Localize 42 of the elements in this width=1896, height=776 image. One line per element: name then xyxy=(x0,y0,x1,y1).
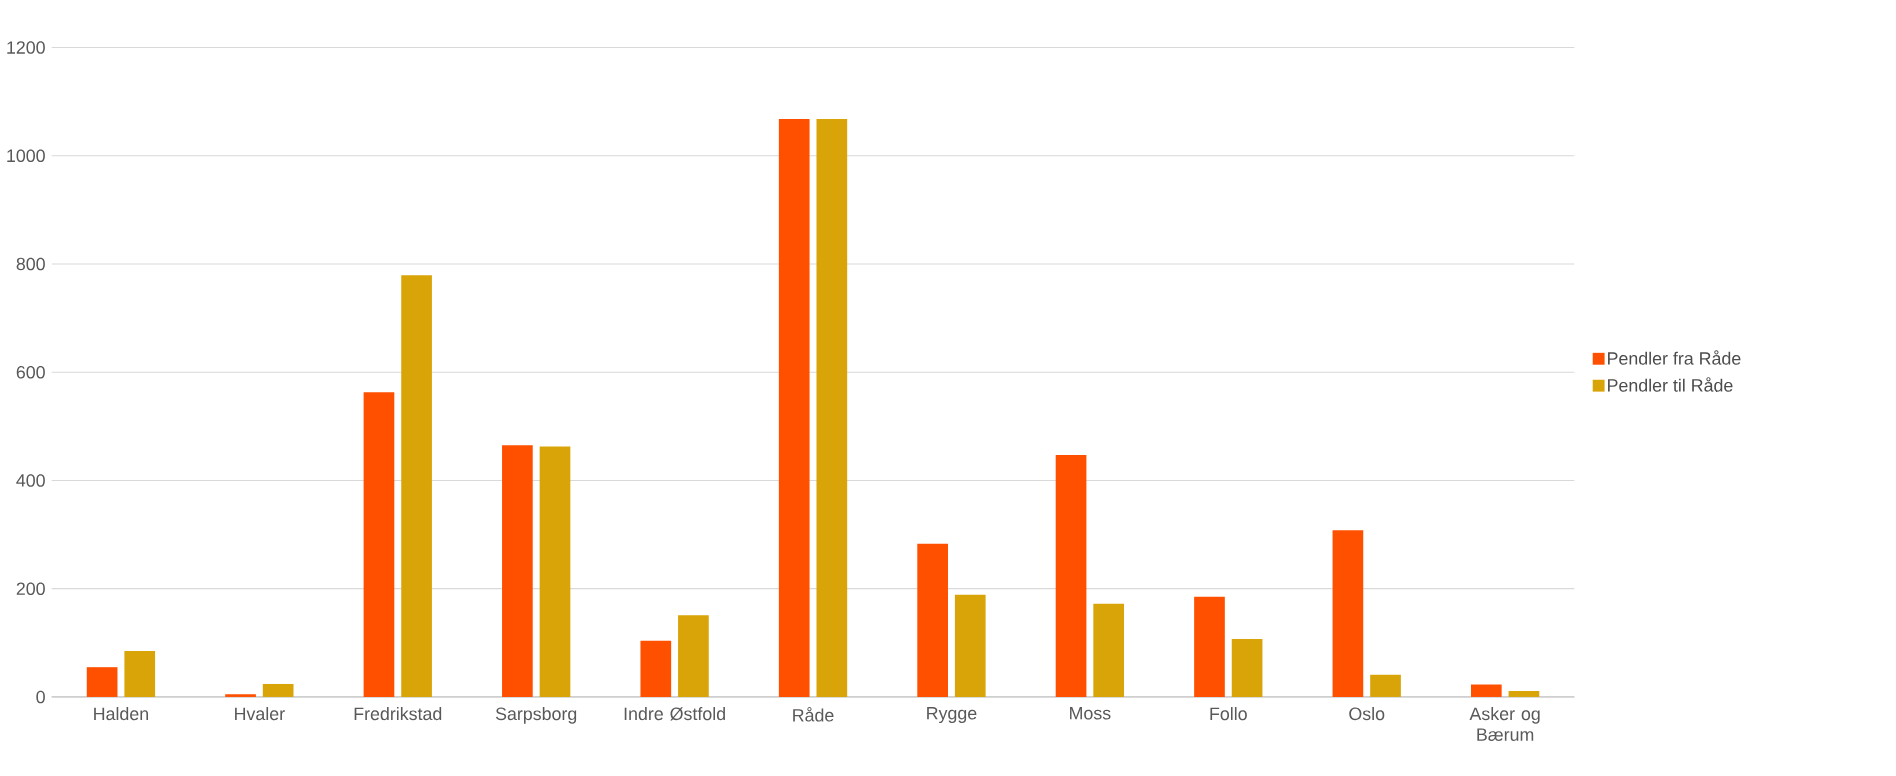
y-tick-label: 800 xyxy=(16,257,45,271)
x-tick-label: Follo xyxy=(1210,706,1247,721)
bar xyxy=(401,275,432,697)
bar xyxy=(917,543,948,697)
x-tick-label: Moss xyxy=(1070,706,1111,720)
bar xyxy=(1470,684,1502,697)
bar xyxy=(778,118,810,697)
bar xyxy=(1508,690,1540,697)
y-tick-label: 1200 xyxy=(7,41,45,54)
x-tick-label: Indre Østfold xyxy=(624,706,725,721)
bar xyxy=(262,683,294,697)
bar xyxy=(86,667,118,697)
x-tick-label: Rygge xyxy=(927,706,977,723)
y-tick-label: 0 xyxy=(36,690,45,704)
x-tick-label: Fredrikstad xyxy=(354,706,442,721)
bar xyxy=(954,594,986,697)
x-tick-label: Asker og Bærum xyxy=(1469,706,1540,741)
x-tick-label: Halden xyxy=(94,706,148,721)
legend-label: Pendler fra Råde xyxy=(1608,350,1741,365)
x-tick-label: Oslo xyxy=(1349,706,1385,721)
x-tick-label: Hvaler xyxy=(235,706,285,721)
bar xyxy=(1055,454,1087,697)
bar xyxy=(678,615,709,697)
bar xyxy=(225,694,256,697)
bar xyxy=(816,118,848,697)
y-tick-label: 600 xyxy=(16,365,45,379)
bar xyxy=(1231,638,1263,697)
bar xyxy=(363,392,395,697)
legend-label: Pendler til Råde xyxy=(1608,377,1733,392)
bar xyxy=(502,445,533,697)
bar xyxy=(1093,603,1125,697)
x-tick-label: Råde xyxy=(793,706,834,722)
bar xyxy=(1194,596,1225,697)
bar xyxy=(1370,674,1401,697)
y-tick-label: 400 xyxy=(16,474,45,487)
bar xyxy=(539,446,571,697)
bar xyxy=(640,640,672,697)
x-tick-label: Sarpsborg xyxy=(495,706,577,724)
y-tick-label: 1000 xyxy=(7,149,45,162)
bar xyxy=(124,650,156,697)
y-tick-label: 200 xyxy=(16,582,45,595)
bar xyxy=(1332,530,1364,697)
